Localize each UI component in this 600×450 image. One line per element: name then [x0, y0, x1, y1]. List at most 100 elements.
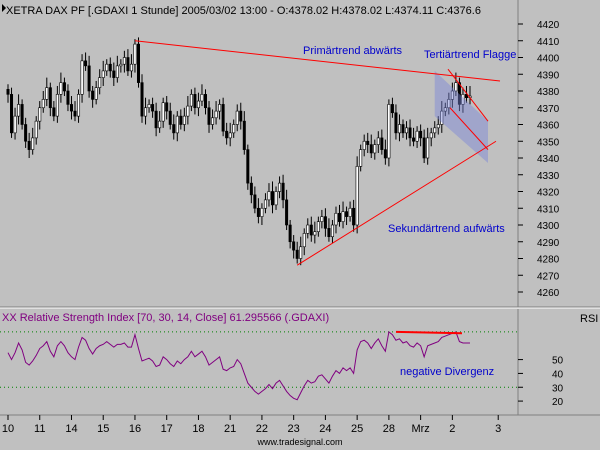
rsi-tick-label: 50	[552, 356, 564, 367]
candle-body	[278, 182, 282, 192]
candle-body	[306, 224, 310, 234]
primary-trendline	[134, 40, 501, 82]
candle-body	[87, 65, 91, 92]
rsi-line-group	[0, 330, 518, 401]
x-tick-label: 17	[161, 423, 173, 435]
candle-body	[412, 137, 416, 142]
x-tick-label: 15	[97, 423, 109, 435]
rsi-panel-bg	[0, 309, 518, 415]
candle-body	[380, 137, 384, 150]
annotation-tertiary: Tertiärtrend Flagge	[424, 49, 516, 61]
indicator-label: XX Relative Strength Index [70, 30, 14, …	[2, 312, 329, 324]
price-tick-label: 4300	[537, 221, 560, 232]
rsi-line	[7, 331, 470, 401]
candle-body	[115, 65, 119, 78]
candle-body	[154, 110, 158, 129]
candle-body	[436, 124, 440, 129]
price-tick-label: 4360	[537, 121, 560, 132]
candle-body	[6, 89, 10, 95]
candle-body	[105, 63, 109, 72]
candle-body	[122, 57, 126, 65]
candle-body	[165, 102, 169, 112]
candle-body	[450, 90, 454, 100]
candle-body	[232, 124, 236, 134]
candle-body	[292, 241, 296, 251]
candle-body	[41, 99, 45, 109]
candle-body	[352, 207, 356, 226]
candle-body	[214, 110, 218, 119]
rsi-tick-label: 20	[552, 397, 564, 408]
candle-body	[422, 137, 426, 159]
candle-body	[330, 224, 334, 238]
candle-body	[327, 228, 331, 238]
trendlines	[134, 40, 501, 266]
price-tick-label: 4350	[537, 137, 560, 148]
candle-body	[440, 110, 444, 125]
x-tick-label: 23	[288, 423, 300, 435]
x-tick-label: 18	[192, 423, 204, 435]
candle-body	[285, 199, 289, 226]
annotation-divergence: negative Divergenz	[400, 366, 494, 378]
candle-body	[129, 63, 133, 72]
title-marker	[2, 4, 6, 12]
annotation-secondary: Sekundärtrend aufwärts	[388, 223, 505, 235]
x-tick-label: 2	[449, 423, 455, 435]
candle-body	[69, 104, 73, 112]
candle-body	[246, 149, 250, 184]
candle-body	[239, 110, 243, 122]
candle-body	[101, 70, 105, 78]
candle-body	[52, 107, 56, 117]
x-tick-label: 25	[351, 423, 363, 435]
candle-body	[338, 212, 342, 222]
candle-body	[369, 144, 373, 154]
flag-upper-line	[447, 68, 489, 122]
candle-body	[136, 43, 140, 83]
candle-body	[228, 132, 232, 139]
rsi-axis: 20 30 40 50	[518, 356, 564, 408]
candle-body	[55, 94, 59, 117]
candle-body	[281, 182, 285, 201]
candle-body	[203, 94, 207, 109]
candle-body	[235, 110, 239, 125]
candle-body	[366, 140, 370, 145]
rsi-tick-label: 40	[552, 369, 564, 380]
candle-body	[221, 104, 225, 132]
candle-body	[376, 137, 380, 145]
candle-body	[419, 130, 423, 139]
candle-body	[73, 110, 77, 117]
candle-body	[316, 221, 320, 232]
candle-body	[341, 211, 345, 222]
candle-body	[426, 137, 430, 159]
price-tick-label: 4410	[537, 37, 560, 48]
annotation-primary: Primärtrend abwärts	[303, 45, 403, 57]
candle-body	[288, 224, 292, 243]
candle-body	[433, 127, 437, 134]
candle-body	[447, 99, 451, 109]
x-tick-label: 3	[495, 423, 501, 435]
candle-body	[189, 94, 193, 107]
candle-body	[415, 130, 419, 142]
candle-body	[31, 137, 35, 150]
price-tick-label: 4320	[537, 188, 560, 199]
price-tick-label: 4400	[537, 54, 560, 65]
x-tick-label: 22	[256, 423, 268, 435]
candle-body	[211, 117, 215, 125]
candle-body	[66, 90, 70, 105]
divergence-line	[395, 330, 463, 335]
candle-body	[17, 104, 21, 117]
price-tick-label: 4290	[537, 238, 560, 249]
x-tick-label: 24	[319, 423, 331, 435]
candle-body	[158, 120, 162, 129]
candle-body	[91, 90, 95, 100]
candle-body	[133, 43, 137, 65]
candle-body	[172, 124, 176, 134]
price-tick-label: 4340	[537, 154, 560, 165]
candle-body	[144, 107, 148, 117]
x-tick-label: 11	[34, 423, 45, 435]
price-tick-label: 4370	[537, 104, 560, 115]
rsi-tick-label: 30	[552, 383, 564, 394]
candle-body	[34, 120, 38, 139]
candle-body	[218, 104, 222, 112]
candle-body	[27, 140, 31, 150]
candle-body	[84, 60, 88, 67]
